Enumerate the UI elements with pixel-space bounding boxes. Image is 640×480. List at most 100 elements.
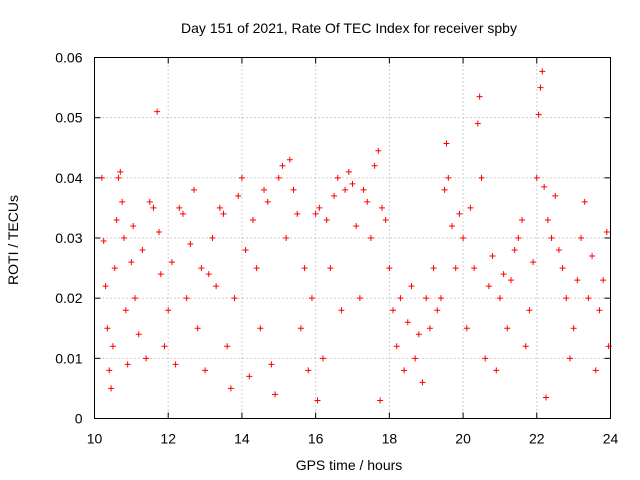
- data-point: [535, 111, 542, 118]
- data-point: [519, 216, 526, 223]
- data-point: [460, 235, 467, 241]
- data-point: [371, 162, 378, 169]
- data-point: [408, 283, 415, 290]
- data-point: [283, 235, 290, 241]
- data-point: [305, 367, 312, 374]
- data-point: [377, 397, 384, 404]
- data-point: [213, 283, 220, 290]
- data-point: [544, 216, 551, 223]
- data-point: [242, 247, 249, 254]
- data-point: [426, 325, 433, 332]
- data-point: [419, 379, 426, 386]
- data-point: [139, 247, 146, 254]
- data-point: [294, 210, 301, 217]
- data-point: [386, 265, 393, 272]
- data-point: [275, 174, 282, 181]
- data-point: [124, 361, 131, 368]
- data-point: [360, 186, 367, 193]
- data-point: [463, 325, 470, 332]
- data-point: [312, 210, 319, 217]
- data-point: [179, 210, 186, 217]
- data-point: [172, 361, 179, 368]
- x-tick-label: 12: [160, 431, 176, 447]
- data-point: [191, 186, 198, 193]
- data-point: [165, 307, 172, 314]
- y-tick-label: 0: [75, 411, 83, 427]
- data-point: [156, 228, 162, 235]
- data-point: [500, 271, 507, 278]
- data-point: [130, 222, 137, 229]
- data-point: [378, 204, 385, 211]
- data-point: [187, 241, 194, 248]
- data-point: [443, 140, 450, 147]
- data-point: [128, 259, 135, 266]
- data-point: [543, 394, 549, 401]
- chart-title: Day 151 of 2021, Rate Of TEC Index for r…: [181, 20, 517, 36]
- data-point: [176, 204, 183, 211]
- data-point: [238, 174, 245, 181]
- data-point: [533, 174, 540, 181]
- data-point: [452, 265, 459, 272]
- x-tick-label: 16: [308, 431, 324, 447]
- data-point: [246, 373, 253, 380]
- data-point: [135, 331, 142, 338]
- data-point: [375, 147, 382, 154]
- data-point: [143, 355, 150, 362]
- data-point: [401, 367, 408, 374]
- x-tick-label: 10: [87, 431, 103, 447]
- data-point: [224, 343, 231, 350]
- data-point: [390, 307, 397, 314]
- y-tick-label: 0.03: [55, 230, 82, 246]
- y-tick-label: 0.06: [55, 50, 82, 66]
- data-point: [559, 265, 566, 272]
- data-point: [478, 174, 485, 181]
- data-point: [268, 361, 275, 368]
- data-point: [467, 204, 474, 211]
- data-point: [552, 192, 559, 199]
- tick-marks: [94, 57, 611, 419]
- x-tick-label: 20: [455, 431, 471, 447]
- data-point: [581, 198, 588, 205]
- data-point: [104, 325, 111, 332]
- data-point: [511, 247, 518, 254]
- data-point: [301, 265, 308, 272]
- x-tick-labels: 10 12 14 16 18 20 22 24: [87, 431, 619, 447]
- data-point: [449, 222, 456, 229]
- data-point: [474, 120, 481, 127]
- plot-frame: [94, 57, 611, 419]
- y-tick-label: 0.01: [55, 350, 82, 366]
- x-tick-label: 18: [382, 431, 398, 447]
- data-point: [530, 259, 537, 266]
- data-point: [456, 210, 463, 217]
- data-point: [132, 295, 139, 302]
- data-point: [434, 307, 441, 314]
- y-tick-labels: 0 0.01 0.02 0.03 0.04 0.05 0.06: [55, 50, 82, 427]
- data-point: [120, 235, 127, 241]
- data-point: [150, 204, 157, 211]
- data-point: [279, 162, 286, 169]
- data-point: [476, 93, 483, 100]
- data-point: [231, 295, 238, 302]
- data-point: [526, 307, 533, 314]
- data-point: [585, 295, 592, 302]
- data-point: [356, 295, 363, 302]
- data-point: [537, 84, 544, 91]
- data-point: [342, 186, 349, 193]
- data-points: [98, 68, 612, 404]
- data-point: [334, 174, 341, 181]
- data-point: [367, 235, 374, 241]
- data-point: [393, 343, 400, 350]
- data-point: [555, 247, 562, 254]
- x-axis-label: GPS time / hours: [296, 457, 403, 473]
- data-point: [504, 325, 511, 332]
- data-point: [578, 235, 585, 241]
- data-point: [161, 343, 168, 350]
- x-tick-label: 14: [234, 431, 250, 447]
- data-point: [235, 192, 242, 199]
- x-tick-label: 24: [603, 431, 619, 447]
- data-point: [445, 174, 452, 181]
- data-point: [515, 235, 522, 241]
- data-point: [382, 216, 389, 223]
- data-point: [563, 295, 570, 302]
- data-point: [111, 265, 118, 272]
